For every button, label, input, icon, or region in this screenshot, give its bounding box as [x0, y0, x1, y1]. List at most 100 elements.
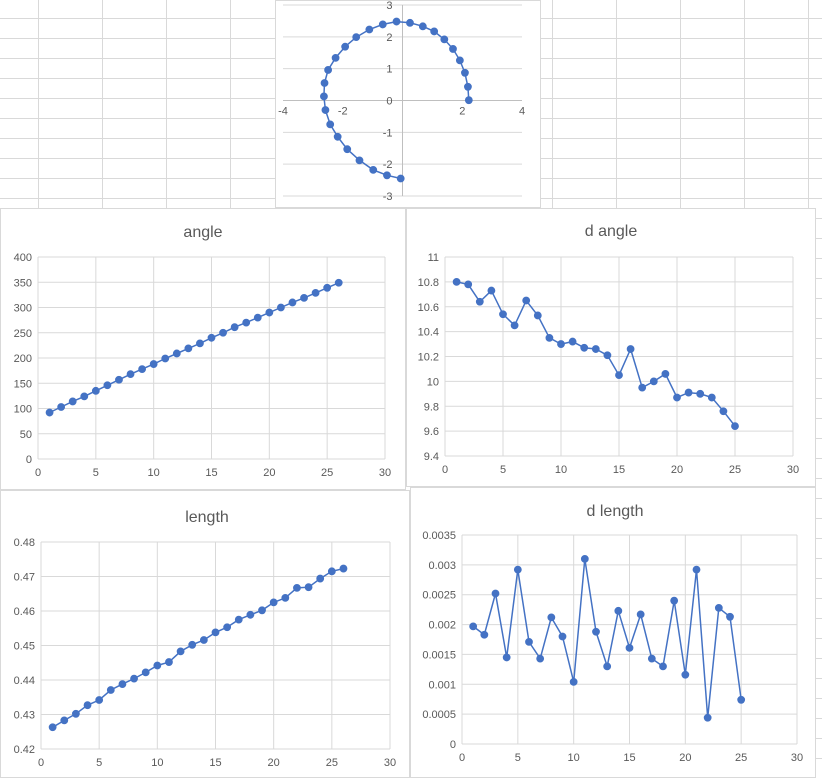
x-tick-label: 25 [326, 757, 338, 769]
y-tick-label: 50 [20, 429, 32, 441]
y-tick-label: 10.8 [418, 277, 439, 289]
data-point [80, 392, 89, 401]
y-tick-label: 0.43 [14, 710, 35, 722]
data-point [580, 343, 589, 352]
y-tick-label: 0.002 [428, 620, 456, 632]
data-point [430, 27, 439, 36]
x-tick-label: 30 [384, 757, 396, 769]
data-point [737, 695, 746, 704]
chart-d-length-svg: d length 0 0.0005 0.001 0.0015 0.002 0.0025 0.… [422, 503, 803, 764]
data-point [558, 632, 567, 641]
x-tick-label: 30 [791, 752, 803, 764]
data-point [625, 643, 634, 652]
y-tick-label: 0 [386, 96, 392, 108]
y-tick-label: 350 [14, 277, 32, 289]
data-point [469, 622, 478, 631]
series-line [456, 281, 736, 427]
x-tick-label: 10 [151, 757, 163, 769]
y-tick-label: 0 [450, 739, 456, 751]
data-point [502, 653, 511, 662]
data-point [281, 593, 290, 602]
x-tick-label: 15 [623, 752, 635, 764]
data-point [323, 283, 332, 292]
x-tick-label: 20 [679, 752, 691, 764]
chart-title: angle [183, 224, 222, 241]
x-tick-label: -2 [338, 106, 348, 118]
data-point [615, 371, 623, 380]
x-tick-label: 25 [735, 752, 747, 764]
x-tick-label: 10 [148, 467, 160, 479]
data-point [176, 647, 185, 656]
data-point [188, 640, 197, 649]
data-point [568, 337, 577, 346]
data-point [277, 303, 285, 312]
y-tick-label: 150 [14, 378, 32, 390]
x-tick-label: 25 [321, 467, 333, 479]
data-point [223, 623, 232, 632]
data-point [638, 383, 647, 392]
data-point [487, 286, 496, 295]
data-point [365, 25, 374, 34]
data-point [334, 278, 343, 287]
y-tick-label: 2 [386, 32, 392, 44]
data-point [647, 654, 656, 663]
data-point [196, 339, 204, 348]
data-point [681, 670, 690, 679]
chart-angle-svg: angle 0 50 100 150 200 250 300 350 400 0 5 10 15 20 25… [14, 224, 391, 479]
x-tick-label: 15 [613, 464, 625, 476]
x-tick-label: 0 [442, 464, 448, 476]
chart-xy-path[interactable]: -4 -2 2 4 -3 -2 -1 0 1 2 3 [275, 0, 541, 208]
y-tick-label: 0.44 [14, 675, 35, 687]
data-point [207, 333, 216, 342]
data-point [258, 606, 266, 615]
chart-angle[interactable]: angle 0 50 100 150 200 250 300 350 400 0 5 10 15 20 25… [0, 208, 406, 490]
data-point [149, 360, 158, 368]
data-point [406, 18, 414, 27]
data-point [513, 565, 522, 574]
series-line [52, 567, 344, 728]
data-point [161, 354, 170, 363]
chart-d-angle[interactable]: d angle 9.4 9.6 9.8 10 10.2 10.4 10.6 10.8 11 0 5 1… [406, 208, 816, 487]
data-point [592, 627, 600, 636]
data-point [320, 79, 329, 87]
data-point [83, 701, 92, 710]
data-point [324, 66, 333, 74]
data-point [321, 106, 330, 114]
x-tick-label: 10 [555, 464, 567, 476]
data-point [491, 589, 500, 598]
x-tick-label: 10 [568, 752, 580, 764]
y-tick-label: 100 [14, 404, 32, 416]
data-point [369, 165, 378, 174]
data-point [614, 606, 623, 615]
y-tick-label: 0 [26, 454, 32, 466]
data-point [383, 171, 391, 180]
data-point [670, 596, 679, 605]
x-tick-label: 5 [93, 467, 99, 479]
chart-d-length[interactable]: d length 0 0.0005 0.001 0.0015 0.002 0.0025 0.… [410, 487, 816, 778]
y-tick-label: 9.6 [424, 426, 439, 438]
data-point [636, 610, 645, 619]
y-tick-label: 3 [386, 1, 392, 12]
data-point [165, 658, 173, 666]
x-tick-label: 30 [787, 464, 799, 476]
data-point [455, 56, 464, 65]
data-point [234, 615, 243, 624]
data-point [293, 583, 301, 592]
y-tick-label: 400 [14, 252, 32, 264]
chart-length[interactable]: length 0.42 0.43 0.44 0.45 0.46 0.47 0.48 0 5 10 1… [0, 490, 410, 778]
data-point [320, 92, 328, 101]
data-point [265, 308, 274, 317]
data-point [464, 96, 473, 105]
data-point [499, 310, 507, 319]
data-point [211, 628, 220, 637]
data-point [522, 296, 531, 305]
data-point [475, 297, 484, 306]
data-point [333, 132, 342, 141]
data-point [126, 370, 135, 379]
data-point [300, 294, 308, 302]
y-tick-label: 0.0015 [422, 649, 456, 661]
y-tick-label: -3 [383, 191, 393, 203]
data-point [339, 564, 348, 573]
data-point [661, 370, 670, 378]
chart-d-angle-svg: d angle 9.4 9.6 9.8 10 10.2 10.4 10.6 10.8 11 0 5 1… [418, 223, 800, 476]
